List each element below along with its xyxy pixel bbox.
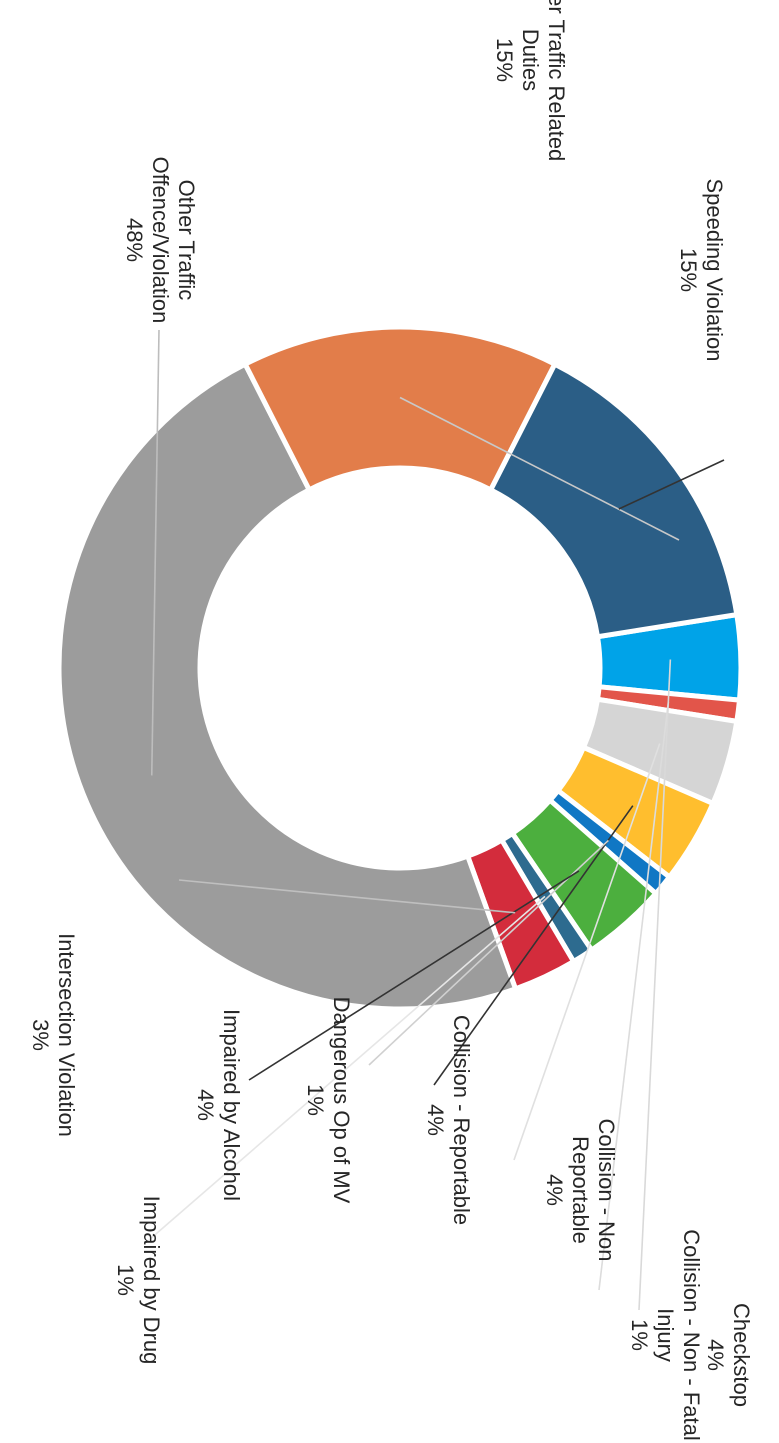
leader-line-other-traffic-offence-violation <box>150 329 160 776</box>
leader-line-speeding-violation <box>618 459 725 510</box>
slice-label-text: Dangerous Op of MV <box>329 997 354 1204</box>
slice-other-traffic-offence-violation <box>56 360 519 1012</box>
slice-label-value: 15% <box>492 38 517 82</box>
leader-lines <box>148 329 725 1311</box>
slice-label-value: 4% <box>423 1104 448 1136</box>
slice-label-text: Intersection Violation <box>54 933 79 1137</box>
slice-label-speeding-violation: Speeding Violation15% <box>676 178 727 361</box>
slice-label-value: 15% <box>676 248 701 292</box>
slice-labels: Checkstop4%Collision - Non - FatalInjury… <box>28 0 754 1441</box>
slice-label-value: 4% <box>703 1339 728 1371</box>
leader-line-intersection-violation <box>178 879 516 914</box>
leader-line-collision-non-reportable <box>513 743 661 1161</box>
donut-slices <box>56 324 744 1012</box>
slice-label-value: 3% <box>28 1019 53 1051</box>
slice-label-other-traffic-offence-violation: Other TrafficOffence/Violation48% <box>122 157 199 324</box>
leader-line-impaired-by-drug <box>148 895 546 1241</box>
rotated-chart-group: Checkstop4%Collision - Non - FatalInjury… <box>28 0 754 1441</box>
slice-label-value: 4% <box>193 1089 218 1121</box>
slice-label-value: 48% <box>122 218 147 262</box>
slice-label-value: 1% <box>113 1264 138 1296</box>
slice-label-text: Reportable <box>568 1136 593 1244</box>
slice-label-text: Other Traffic <box>174 180 199 301</box>
slice-label-collision-reportable: Collision - Reportable4% <box>423 1015 474 1225</box>
slice-label-other-traffic-related-duties: Other Traffic RelatedDuties15% <box>492 0 569 161</box>
slice-label-text: Other Traffic Related <box>544 0 569 161</box>
leader-line-other-traffic-related-duties <box>399 396 680 541</box>
slice-label-collision-non-fatal-injury: Collision - Non - FatalInjury1% <box>627 1229 704 1441</box>
slice-speeding-violation <box>487 360 740 640</box>
slice-label-text: Speeding Violation <box>702 178 727 361</box>
slice-label-text: Offence/Violation <box>148 157 173 324</box>
slice-label-text: Checkstop <box>729 1303 754 1407</box>
slice-other-traffic-related-duties <box>241 324 559 494</box>
leader-line-checkstop <box>638 659 672 1311</box>
slice-label-text: Collision - Non <box>594 1118 619 1261</box>
slice-label-impaired-by-alcohol: Impaired by Alcohol4% <box>193 1009 244 1201</box>
slice-label-checkstop: Checkstop4% <box>703 1303 754 1407</box>
slice-label-value: 1% <box>627 1319 652 1351</box>
slice-label-collision-non-reportable: Collision - NonReportable4% <box>542 1118 619 1261</box>
slice-label-text: Impaired by Drug <box>139 1196 164 1365</box>
slice-label-value: 4% <box>542 1174 567 1206</box>
slice-label-text: Impaired by Alcohol <box>219 1009 244 1201</box>
slice-label-dangerous-op-of-mv: Dangerous Op of MV1% <box>303 997 354 1204</box>
leader-line-impaired-by-alcohol <box>248 870 580 1081</box>
slice-label-impaired-by-drug: Impaired by Drug1% <box>113 1196 164 1365</box>
slice-label-text: Collision - Reportable <box>449 1015 474 1225</box>
leader-line-collision-reportable <box>433 805 634 1086</box>
slice-label-text: Duties <box>518 29 543 91</box>
slice-label-text: Injury <box>653 1308 678 1362</box>
leader-line-collision-non-fatal-injury <box>598 701 670 1291</box>
slice-label-intersection-violation: Intersection Violation3% <box>28 933 79 1137</box>
slice-label-text: Collision - Non - Fatal <box>679 1229 704 1441</box>
slice-label-value: 1% <box>303 1084 328 1116</box>
